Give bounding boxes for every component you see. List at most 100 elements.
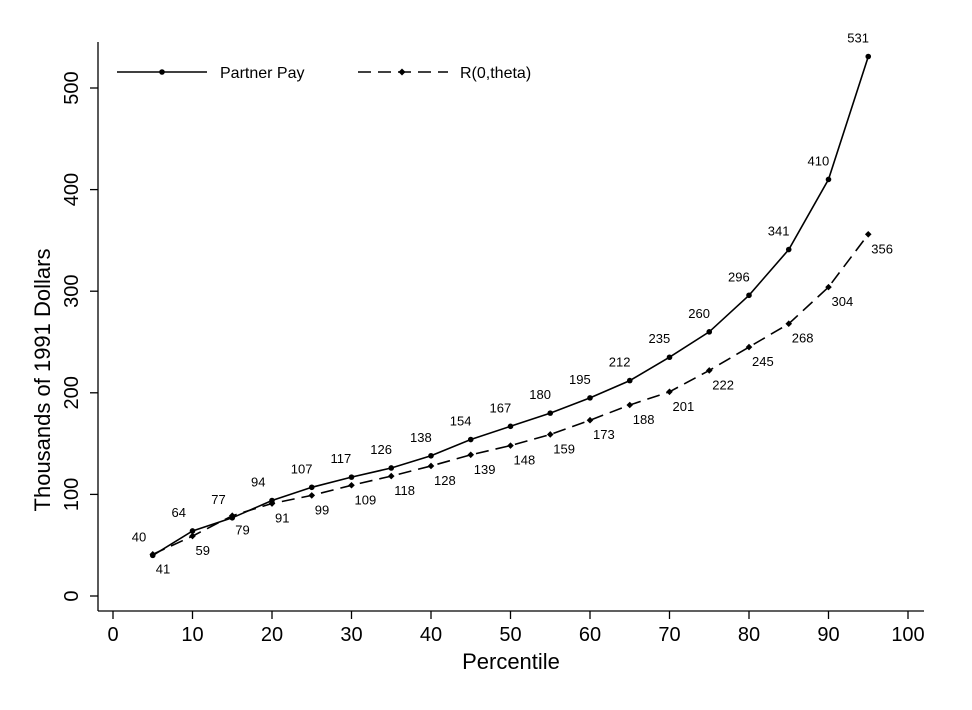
data-point-partner-pay [587, 395, 593, 401]
data-point-r-0-theta [825, 283, 832, 291]
y-axis-title: Thousands of 1991 Dollars [30, 249, 55, 512]
data-point-r-0-theta [387, 472, 395, 480]
data-label-r-0-theta: 188 [633, 412, 655, 427]
data-label-r-0-theta: 201 [673, 399, 695, 414]
x-ticks: 0 10 20 30 40 50 60 70 80 90 100 [107, 611, 925, 646]
data-point-r-0-theta [348, 481, 355, 489]
data-label-r-0-theta: 128 [434, 473, 456, 488]
data-label-r-0-theta: 79 [235, 523, 249, 538]
data-label-r-0-theta: 118 [394, 483, 415, 498]
x-tick-label: 90 [817, 624, 839, 646]
x-tick-label: 30 [340, 624, 362, 646]
data-point-r-0-theta [745, 343, 753, 351]
data-label-r-0-theta: 99 [315, 502, 329, 517]
data-label-partner-pay: 138 [410, 430, 432, 445]
data-point-partner-pay [666, 354, 673, 361]
y-tick-label: 300 [61, 275, 83, 308]
data-label-r-0-theta: 245 [752, 354, 774, 369]
data-point-r-0-theta [705, 367, 713, 374]
data-label-r-0-theta: 91 [275, 511, 289, 526]
data-label-partner-pay: 341 [768, 224, 790, 239]
data-point-r-0-theta [308, 492, 316, 499]
data-label-partner-pay: 94 [251, 474, 265, 489]
data-point-r-0-theta [427, 462, 435, 470]
data-point-partner-pay [428, 452, 434, 459]
data-label-r-0-theta: 304 [832, 294, 854, 309]
x-tick-label: 40 [420, 624, 442, 646]
data-point-r-0-theta [626, 401, 634, 409]
y-tick-label: 400 [61, 173, 83, 206]
data-point-r-0-theta [546, 431, 554, 438]
x-tick-label: 50 [499, 624, 521, 646]
data-label-r-0-theta: 173 [593, 427, 615, 442]
data-point-partner-pay [507, 423, 514, 430]
x-tick-label: 80 [738, 624, 760, 646]
data-point-partner-pay [348, 474, 355, 480]
plot-area: 40 64 77 94 107 117 126 138 154 167 180 195 212 235 26… [132, 31, 893, 577]
data-label-partner-pay: 296 [728, 269, 750, 284]
data-point-partner-pay [706, 329, 713, 335]
data-label-partner-pay: 195 [569, 372, 591, 387]
data-point-partner-pay [467, 436, 474, 443]
x-tick-label: 10 [181, 624, 203, 646]
x-axis-title: Percentile [462, 649, 560, 674]
data-point-r-0-theta [467, 451, 475, 459]
data-label-r-0-theta: 268 [792, 331, 814, 346]
data-point-r-0-theta [864, 231, 872, 238]
data-label-r-0-theta: 139 [474, 462, 496, 477]
x-tick-label: 100 [891, 624, 924, 646]
data-point-partner-pay [825, 176, 832, 183]
y-tick-label: 0 [61, 590, 83, 601]
data-label-partner-pay: 531 [847, 31, 869, 46]
data-label-partner-pay: 77 [211, 492, 225, 507]
legend-marker-r0theta [398, 68, 406, 76]
axes [97, 42, 924, 612]
data-label-r-0-theta: 222 [712, 377, 734, 392]
data-point-r-0-theta [228, 512, 236, 520]
data-label-partner-pay: 212 [609, 355, 631, 370]
data-label-partner-pay: 40 [132, 529, 146, 544]
x-tick-label: 60 [579, 624, 601, 646]
data-label-partner-pay: 167 [490, 400, 512, 415]
data-point-r-0-theta [507, 442, 514, 449]
data-point-r-0-theta [268, 500, 276, 507]
data-label-partner-pay: 126 [370, 442, 392, 457]
data-label-partner-pay: 180 [529, 387, 551, 402]
data-point-partner-pay [785, 246, 792, 253]
data-label-r-0-theta: 109 [355, 492, 377, 507]
legend-marker-partner-pay [159, 69, 165, 75]
data-point-partner-pay [308, 484, 315, 491]
data-point-partner-pay [189, 528, 196, 534]
x-tick-label: 20 [261, 624, 283, 646]
data-label-r-0-theta: 41 [156, 561, 170, 576]
legend-label-r0theta: R(0,theta) [460, 65, 531, 82]
y-tick-label: 200 [61, 376, 83, 409]
data-label-partner-pay: 235 [649, 331, 671, 346]
y-ticks: 0 100 200 300 400 500 [61, 71, 98, 602]
data-point-partner-pay [746, 292, 752, 299]
data-point-partner-pay [388, 465, 395, 471]
data-label-r-0-theta: 356 [871, 241, 893, 256]
data-point-partner-pay [547, 410, 554, 416]
data-point-r-0-theta [149, 551, 157, 558]
data-label-r-0-theta: 159 [553, 441, 575, 456]
x-tick-label: 0 [107, 624, 118, 646]
x-tick-label: 70 [658, 624, 680, 646]
y-tick-label: 100 [61, 478, 83, 511]
data-label-r-0-theta: 59 [196, 543, 210, 558]
data-point-r-0-theta [666, 388, 673, 396]
legend: Partner Pay R(0,theta) [117, 65, 531, 82]
data-point-r-0-theta [785, 320, 793, 328]
data-label-partner-pay: 410 [808, 153, 830, 168]
data-point-partner-pay [865, 53, 872, 60]
data-label-partner-pay: 260 [688, 306, 710, 321]
data-point-r-0-theta [586, 416, 594, 424]
data-label-r-0-theta: 148 [514, 453, 536, 468]
data-label-partner-pay: 64 [172, 505, 186, 520]
y-tick-label: 500 [61, 71, 83, 104]
data-point-r-0-theta [189, 532, 196, 540]
data-label-partner-pay: 107 [291, 461, 313, 476]
data-label-partner-pay: 117 [331, 451, 352, 466]
data-point-partner-pay [626, 377, 633, 384]
